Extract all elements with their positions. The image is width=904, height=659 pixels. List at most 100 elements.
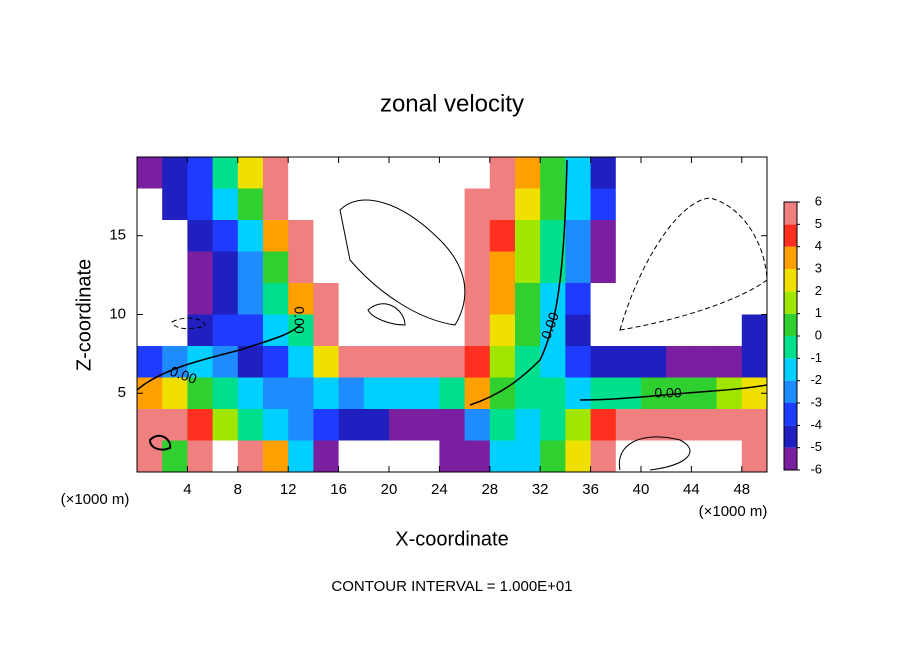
- cell: [288, 220, 314, 252]
- cell: [212, 314, 239, 347]
- colorbar-band: [784, 447, 797, 470]
- colorbar-band: [784, 425, 797, 448]
- cell: [414, 188, 440, 221]
- x-tick-label: 20: [381, 481, 398, 498]
- cell: [414, 377, 440, 410]
- cell: [338, 314, 365, 347]
- colorbar-tick-label: -4: [810, 417, 822, 432]
- cell: [489, 251, 516, 284]
- cell: [565, 314, 592, 347]
- cell: [137, 188, 163, 221]
- cell: [187, 314, 214, 347]
- cell: [263, 409, 289, 441]
- cell: [615, 157, 642, 189]
- cell: [187, 188, 214, 221]
- colorbar-tick-label: 2: [815, 283, 822, 298]
- cell: [615, 377, 642, 410]
- cell: [263, 346, 289, 378]
- x-tick-label: 44: [683, 481, 700, 498]
- cell: [515, 409, 541, 441]
- cell: [288, 377, 314, 410]
- cell: [363, 440, 390, 473]
- cell: [540, 409, 566, 441]
- cell: [313, 283, 340, 315]
- cell: [691, 251, 718, 284]
- cell: [212, 377, 239, 410]
- y-tick-label: 10: [109, 305, 126, 322]
- cell: [540, 440, 566, 473]
- contour-line: [469, 159, 568, 406]
- cell: [237, 188, 264, 221]
- cell: [313, 377, 340, 410]
- cell: [615, 283, 642, 315]
- cell: [515, 377, 541, 410]
- cell: [237, 377, 264, 410]
- cell: [565, 251, 592, 284]
- cell: [666, 314, 692, 347]
- cell: [464, 409, 491, 441]
- cell: [666, 220, 692, 252]
- cell: [389, 157, 415, 189]
- cell: [162, 314, 188, 347]
- cell: [691, 440, 718, 473]
- cell: [540, 188, 566, 221]
- cell: [515, 188, 541, 221]
- cell: [515, 220, 541, 252]
- colorbar-band: [784, 291, 797, 314]
- cell: [212, 251, 239, 284]
- cell: [540, 377, 566, 410]
- cell: [590, 314, 617, 347]
- cell: [338, 157, 365, 189]
- cell: [615, 251, 642, 284]
- cell: [338, 377, 365, 410]
- cell: [741, 440, 768, 473]
- cell: [363, 188, 390, 221]
- cell: [641, 346, 667, 378]
- cell: [716, 377, 743, 410]
- cell: [439, 409, 466, 441]
- cell: [464, 377, 491, 410]
- contour-line: [367, 303, 406, 326]
- cell: [439, 188, 466, 221]
- cell: [666, 251, 692, 284]
- field: [137, 157, 768, 473]
- cell: [464, 440, 491, 473]
- cell: [716, 346, 743, 378]
- cell: [363, 409, 390, 441]
- cell: [263, 283, 289, 315]
- colorbar-band: [784, 246, 797, 269]
- cell: [691, 314, 718, 347]
- colorbar-tick-label: 1: [815, 305, 822, 320]
- cell: [212, 220, 239, 252]
- cell: [237, 220, 264, 252]
- cell: [489, 377, 516, 410]
- cell: [212, 409, 239, 441]
- cell: [540, 283, 566, 315]
- cell: [414, 314, 440, 347]
- cell: [565, 440, 592, 473]
- cell: [237, 440, 264, 473]
- cell: [565, 283, 592, 315]
- cell: [137, 346, 163, 378]
- cell: [741, 157, 768, 189]
- colorbar-tick-label: 0: [815, 327, 822, 342]
- contour-line: [136, 324, 301, 391]
- x-tick-label: 24: [431, 481, 448, 498]
- cell: [162, 440, 188, 473]
- cell: [590, 283, 617, 315]
- contours: [136, 159, 768, 471]
- cell: [313, 314, 340, 347]
- x-axis-label: X-coordinate: [395, 528, 508, 550]
- cell: [515, 251, 541, 284]
- x-tick-label: 16: [330, 481, 347, 498]
- cell: [187, 251, 214, 284]
- cell: [691, 220, 718, 252]
- cell: [489, 346, 516, 378]
- colorbar-band: [784, 403, 797, 426]
- cell: [162, 283, 188, 315]
- colorbar-tick-label: 6: [815, 193, 822, 208]
- cell: [137, 314, 163, 347]
- cell: [313, 188, 340, 221]
- cell: [288, 440, 314, 473]
- cell: [414, 440, 440, 473]
